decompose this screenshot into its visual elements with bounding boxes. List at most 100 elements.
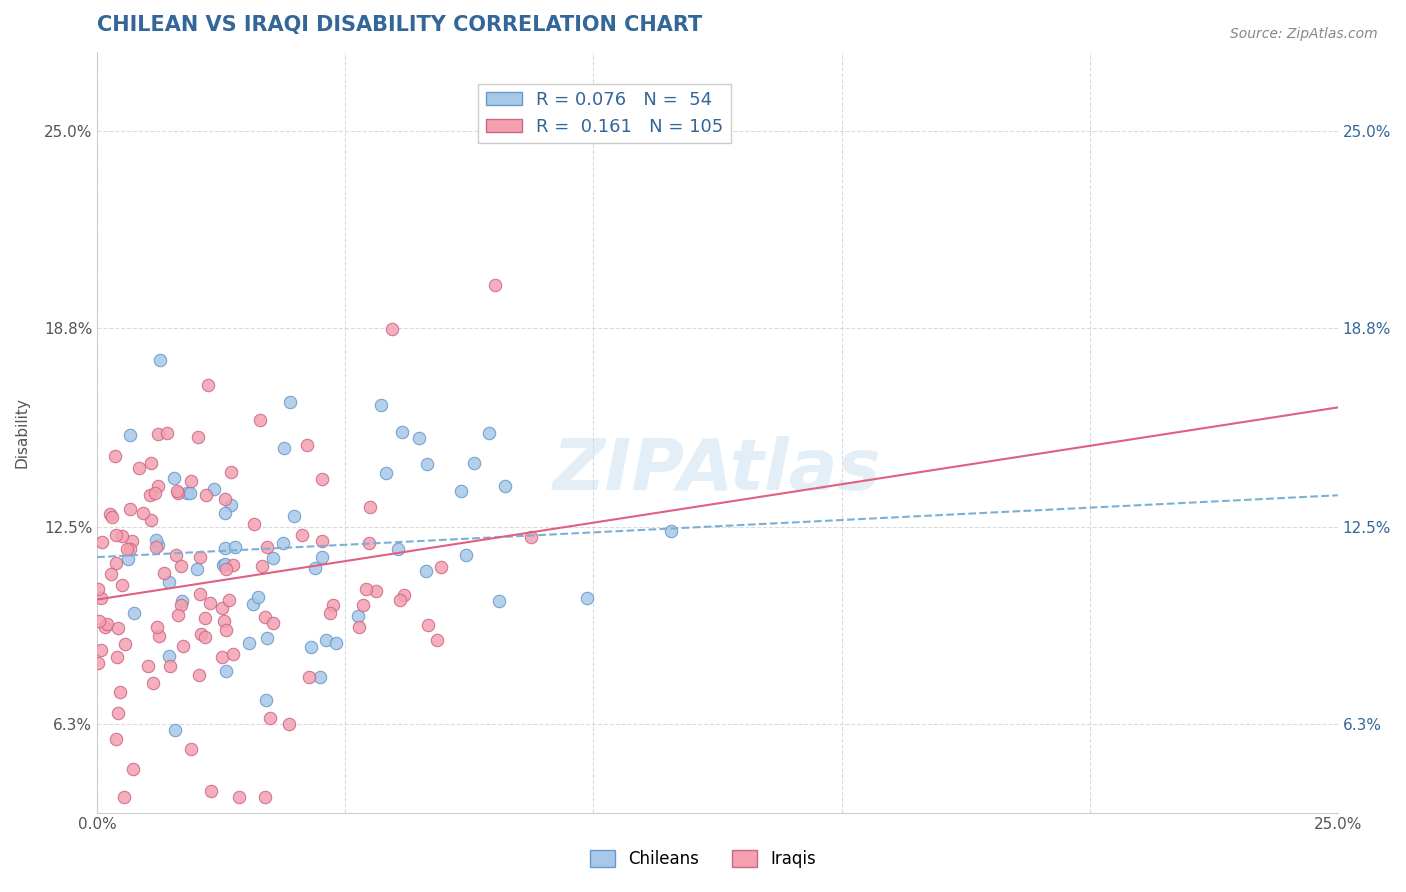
Chileans: [309, 670, 332, 684]
Iraqis: [107, 706, 129, 720]
Chileans: [238, 636, 260, 650]
Iraqis: [100, 566, 122, 581]
Chileans: [157, 575, 180, 590]
Chileans: [214, 664, 236, 678]
Chileans: [122, 606, 145, 620]
Chileans: [202, 482, 225, 496]
Iraqis: [105, 731, 128, 746]
Legend: Chileans, Iraqis: Chileans, Iraqis: [583, 843, 823, 875]
Iraqis: [172, 639, 194, 653]
Iraqis: [104, 527, 127, 541]
Text: ZIPAtlas: ZIPAtlas: [553, 435, 882, 505]
Chileans: [271, 536, 294, 550]
Iraqis: [250, 558, 273, 573]
Iraqis: [221, 465, 243, 479]
Chileans: [146, 538, 169, 552]
Chileans: [242, 597, 264, 611]
Iraqis: [146, 479, 169, 493]
Iraqis: [118, 541, 141, 556]
Iraqis: [256, 540, 278, 554]
Chileans: [170, 594, 193, 608]
Chileans: [415, 564, 437, 578]
Iraqis: [94, 620, 117, 634]
Iraqis: [249, 413, 271, 427]
Iraqis: [146, 620, 169, 634]
Iraqis: [254, 789, 277, 804]
Iraqis: [90, 642, 112, 657]
Iraqis: [142, 676, 165, 690]
Iraqis: [121, 762, 143, 776]
Chileans: [163, 471, 186, 485]
Iraqis: [143, 486, 166, 500]
Iraqis: [263, 616, 285, 631]
Chileans: [299, 640, 322, 654]
Iraqis: [89, 614, 111, 628]
Chileans: [391, 425, 413, 440]
Chileans: [117, 551, 139, 566]
Iraqis: [311, 533, 333, 548]
Iraqis: [200, 784, 222, 798]
Chileans: [576, 591, 599, 606]
Iraqis: [188, 587, 211, 601]
Chileans: [176, 486, 198, 500]
Iraqis: [194, 610, 217, 624]
Iraqis: [180, 742, 202, 756]
Iraqis: [170, 558, 193, 573]
Iraqis: [349, 620, 371, 634]
Iraqis: [136, 658, 159, 673]
Chileans: [347, 608, 370, 623]
Chileans: [375, 466, 398, 480]
Chileans: [254, 693, 277, 707]
Iraqis: [354, 582, 377, 596]
Iraqis: [322, 598, 344, 612]
Iraqis: [291, 528, 314, 542]
Iraqis: [90, 534, 112, 549]
Iraqis: [195, 487, 218, 501]
Iraqis: [198, 596, 221, 610]
Iraqis: [139, 456, 162, 470]
Chileans: [454, 548, 477, 562]
Chileans: [311, 549, 333, 564]
Iraqis: [218, 592, 240, 607]
Iraqis: [111, 529, 134, 543]
Chileans: [283, 509, 305, 524]
Iraqis: [429, 559, 451, 574]
Iraqis: [100, 509, 122, 524]
Iraqis: [90, 591, 112, 606]
Chileans: [145, 533, 167, 548]
Iraqis: [114, 637, 136, 651]
Chileans: [659, 524, 682, 539]
Iraqis: [108, 685, 131, 699]
Iraqis: [277, 717, 299, 731]
Iraqis: [222, 558, 245, 572]
Chileans: [224, 541, 246, 555]
Chileans: [149, 352, 172, 367]
Chileans: [408, 431, 430, 445]
Iraqis: [187, 668, 209, 682]
Iraqis: [145, 541, 167, 555]
Iraqis: [416, 618, 439, 632]
Chileans: [387, 541, 409, 556]
Iraqis: [359, 500, 381, 514]
Iraqis: [107, 621, 129, 635]
Chileans: [179, 486, 201, 500]
Iraqis: [295, 438, 318, 452]
Chileans: [262, 551, 284, 566]
Iraqis: [139, 488, 162, 502]
Iraqis: [104, 449, 127, 463]
Chileans: [211, 558, 233, 572]
Iraqis: [166, 483, 188, 498]
Chileans: [120, 427, 142, 442]
Chileans: [256, 632, 278, 646]
Chileans: [214, 541, 236, 556]
Iraqis: [228, 789, 250, 804]
Chileans: [450, 484, 472, 499]
Iraqis: [111, 578, 134, 592]
Chileans: [157, 649, 180, 664]
Iraqis: [112, 789, 135, 804]
Iraqis: [98, 507, 121, 521]
Iraqis: [190, 626, 212, 640]
Chileans: [246, 590, 269, 604]
Iraqis: [169, 598, 191, 612]
Chileans: [463, 456, 485, 470]
